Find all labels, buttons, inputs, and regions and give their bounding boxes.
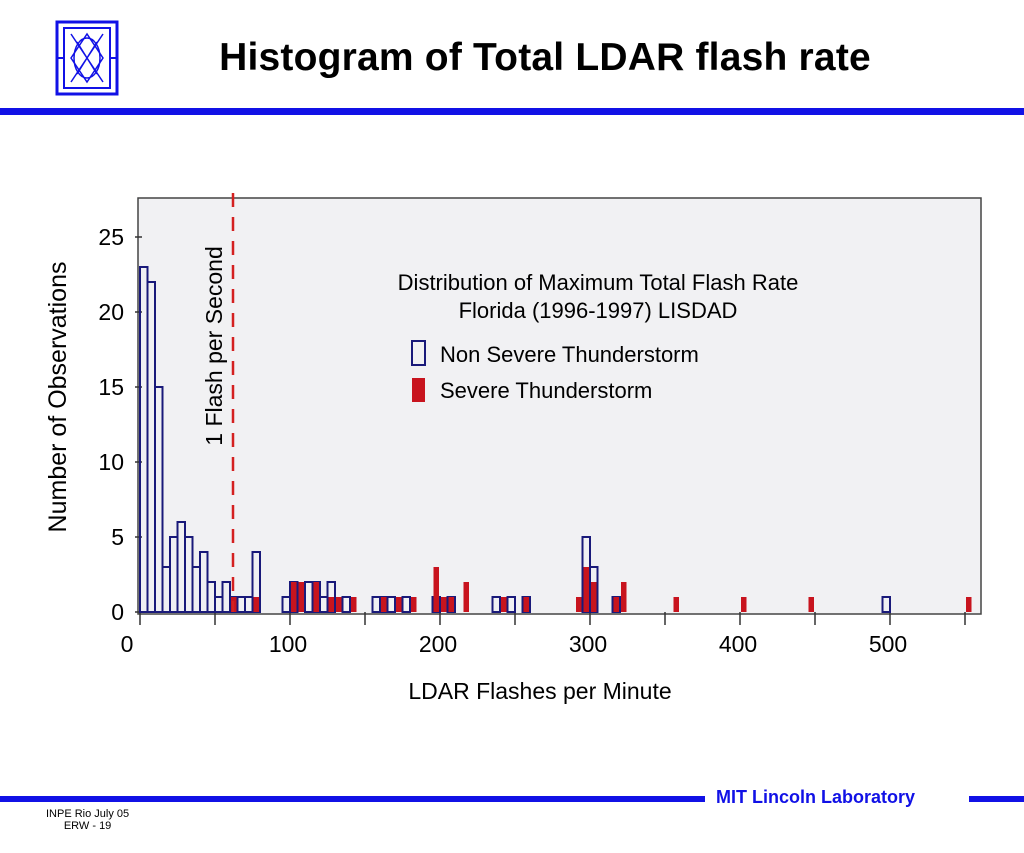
- footer-organization: MIT Lincoln Laboratory: [716, 787, 916, 807]
- severe-bar: [501, 597, 507, 612]
- severe-bar: [351, 597, 357, 612]
- y-tick-label: 5: [111, 524, 124, 550]
- y-axis-ticks: 0 5 10 15 20 25: [98, 224, 142, 625]
- severe-bar: [291, 582, 297, 612]
- x-tick-label: 400: [719, 631, 757, 657]
- footer-slide-info: INPE Rio July 05 ERW - 19: [46, 808, 129, 832]
- severe-bar: [523, 597, 529, 612]
- severe-bar: [298, 582, 304, 612]
- y-tick-label: 20: [98, 299, 124, 325]
- y-tick-label: 15: [98, 374, 124, 400]
- severe-bar: [441, 597, 447, 612]
- severe-bar: [336, 597, 342, 612]
- y-tick-label: 0: [111, 599, 124, 625]
- severe-bar: [448, 597, 454, 612]
- title-divider: [0, 108, 1024, 115]
- y-tick-label: 10: [98, 449, 124, 475]
- legend-label-non-severe: Non Severe Thunderstorm: [440, 342, 699, 367]
- severe-bar: [673, 597, 679, 612]
- footer-divider-right: [969, 796, 1024, 802]
- non-severe-bar: [506, 596, 516, 613]
- severe-bar: [313, 582, 319, 612]
- severe-bar: [966, 597, 972, 612]
- chart-title: Distribution of Maximum Total Flash Rate: [398, 270, 799, 295]
- x-axis-ticks: 0 100 200 300 400 500: [121, 612, 966, 657]
- severe-bar: [576, 597, 582, 612]
- footer-slide-number: ERW - 19: [63, 820, 112, 832]
- x-tick-label: 500: [869, 631, 907, 657]
- y-axis-label: Number of Observations: [44, 262, 72, 533]
- severe-bar: [396, 597, 402, 612]
- legend-swatch-non-severe: [411, 340, 426, 366]
- lincoln-lab-logo: [55, 20, 119, 96]
- footer-divider-left: [0, 796, 705, 802]
- flash-rate-histogram: 0 5 10 15 20 25 0 100 200 300 400 500 1 Flash per …: [44, 193, 982, 704]
- non-severe-bar: [491, 596, 501, 613]
- severe-bar: [808, 597, 814, 612]
- one-flash-per-second-label: 1 Flash per Second: [201, 246, 227, 445]
- x-tick-label: 300: [569, 631, 607, 657]
- x-tick-label: 200: [419, 631, 457, 657]
- legend-swatch-severe: [412, 378, 425, 402]
- plot-area: [137, 197, 982, 615]
- non-severe-bar: [386, 596, 396, 613]
- severe-bar: [433, 567, 439, 612]
- x-axis-label: LDAR Flashes per Minute: [408, 678, 671, 704]
- footer-event-date: INPE Rio July 05: [46, 808, 130, 820]
- non-severe-bar: [154, 386, 164, 613]
- y-tick-label: 25: [98, 224, 124, 250]
- chart-subtitle: Florida (1996-1997) LISDAD: [459, 298, 738, 323]
- severe-bar: [411, 597, 417, 612]
- non-severe-bar: [401, 596, 411, 613]
- severe-bar: [328, 597, 334, 612]
- slide-title: Histogram of Total LDAR flash rate: [219, 36, 871, 79]
- legend-label-severe: Severe Thunderstorm: [440, 378, 652, 403]
- severe-bar: [621, 582, 627, 612]
- severe-bar: [591, 582, 597, 612]
- non-severe-bar: [341, 596, 351, 613]
- severe-bar: [613, 597, 619, 612]
- x-tick-label: 0: [121, 631, 134, 657]
- x-tick-label: 100: [269, 631, 307, 657]
- severe-bar: [741, 597, 747, 612]
- severe-bar: [253, 597, 259, 612]
- severe-bar: [583, 567, 589, 612]
- severe-bar: [381, 597, 387, 612]
- severe-bar: [463, 582, 469, 612]
- non-severe-bar: [881, 596, 891, 613]
